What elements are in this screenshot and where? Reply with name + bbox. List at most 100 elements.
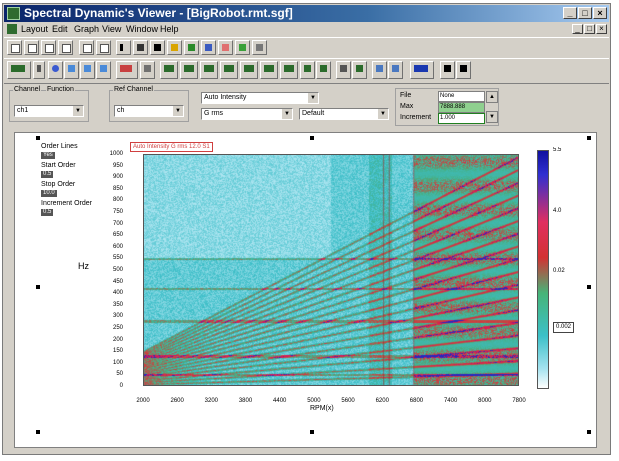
increment-order-button[interactable]: 0.5 bbox=[41, 209, 54, 216]
y-tick-label: 300 bbox=[112, 313, 123, 320]
spin-up-icon[interactable]: ▲ bbox=[486, 91, 498, 103]
open-icon[interactable] bbox=[24, 40, 39, 55]
sync-icon[interactable] bbox=[96, 61, 111, 79]
mdi-close-button[interactable]: × bbox=[596, 24, 607, 34]
overlay-icon[interactable] bbox=[200, 61, 218, 79]
waveform-icon[interactable] bbox=[116, 61, 138, 79]
stop-order-button[interactable]: 10.0 bbox=[41, 190, 57, 197]
new-icon[interactable] bbox=[7, 40, 22, 55]
maximize-button[interactable]: □ bbox=[578, 7, 592, 19]
close-button[interactable]: × bbox=[593, 7, 607, 19]
bar-chart-icon[interactable] bbox=[160, 61, 178, 79]
channel-select[interactable]: ch1 ▼ bbox=[14, 105, 84, 117]
resize-handle[interactable] bbox=[36, 430, 40, 434]
file-field[interactable]: None bbox=[438, 91, 485, 102]
image-icon[interactable] bbox=[235, 40, 250, 55]
pencil-icon[interactable] bbox=[167, 40, 182, 55]
contour-icon[interactable] bbox=[316, 61, 331, 79]
stack-icon[interactable] bbox=[240, 61, 258, 79]
app-icon bbox=[7, 7, 20, 20]
resize-handle[interactable] bbox=[310, 430, 314, 434]
resize-handle[interactable] bbox=[36, 136, 40, 140]
grid-icon[interactable] bbox=[252, 40, 267, 55]
layout-icon[interactable] bbox=[133, 40, 148, 55]
colorbar-tick: 4.0 bbox=[553, 208, 562, 214]
cursor-a-icon[interactable] bbox=[372, 61, 387, 79]
loop-icon[interactable] bbox=[80, 61, 95, 79]
print-preview-icon[interactable] bbox=[96, 40, 111, 55]
y-tick-label: 750 bbox=[112, 209, 123, 215]
cursor-icon[interactable] bbox=[116, 40, 131, 55]
document-icon[interactable] bbox=[7, 24, 17, 34]
resize-handle[interactable] bbox=[587, 430, 591, 434]
copy-icon[interactable] bbox=[58, 40, 73, 55]
cursor-b-icon[interactable] bbox=[388, 61, 403, 79]
file-label: File bbox=[400, 92, 412, 99]
fit-icon[interactable] bbox=[201, 40, 216, 55]
save-icon[interactable] bbox=[41, 40, 56, 55]
spectrum-icon[interactable] bbox=[140, 61, 155, 79]
print-icon[interactable] bbox=[79, 40, 94, 55]
colorbar[interactable] bbox=[537, 150, 549, 389]
title-bar[interactable]: Spectral Dynamic's Viewer - [BigRobot.rm… bbox=[4, 5, 609, 22]
max-field[interactable]: 7888.888 bbox=[438, 102, 485, 113]
peak-icon[interactable] bbox=[336, 61, 351, 79]
units-select[interactable]: G rms ▼ bbox=[201, 108, 293, 120]
menu-window[interactable]: Window bbox=[126, 24, 159, 34]
y-tick-label: 250 bbox=[112, 325, 123, 331]
y-tick-label: 450 bbox=[112, 278, 123, 285]
start-order-button[interactable]: 0.5 bbox=[41, 171, 54, 178]
mdi-minimize-button[interactable]: _ bbox=[572, 24, 583, 34]
menu-edit[interactable]: Edit bbox=[52, 24, 68, 34]
play-icon[interactable] bbox=[440, 61, 455, 79]
stop-icon[interactable] bbox=[456, 61, 471, 79]
menu-layout[interactable]: Layout bbox=[21, 24, 49, 34]
x-tick-label: 2000 bbox=[136, 398, 150, 404]
resize-handle[interactable] bbox=[587, 285, 591, 289]
window-title: Spectral Dynamic's Viewer - [BigRobot.rm… bbox=[24, 6, 293, 20]
increment-field[interactable]: 1.000 bbox=[438, 113, 485, 124]
x-tick-label: 4400 bbox=[273, 398, 287, 404]
display-mode-icon[interactable] bbox=[7, 61, 31, 79]
y-tick-label: 800 bbox=[112, 197, 123, 204]
resize-handle[interactable] bbox=[587, 136, 591, 140]
window-type-select[interactable]: Default ▼ bbox=[299, 108, 389, 120]
x-tick-label: 3200 bbox=[204, 398, 219, 404]
x-axis-label: RPM(x) bbox=[310, 405, 334, 412]
channel-select-icon[interactable] bbox=[33, 61, 45, 79]
x-tick-label: 3800 bbox=[238, 398, 253, 404]
resize-handle[interactable] bbox=[310, 136, 314, 140]
increment-label: Increment bbox=[400, 114, 432, 121]
waterfall-icon[interactable] bbox=[180, 61, 198, 79]
compare-icon[interactable] bbox=[280, 61, 298, 79]
marker-icon[interactable] bbox=[218, 40, 233, 55]
colorbar-tick: 0.02 bbox=[553, 268, 565, 274]
resize-handle[interactable] bbox=[36, 285, 40, 289]
record-icon[interactable] bbox=[48, 61, 63, 79]
sensor-icon[interactable] bbox=[64, 61, 79, 79]
chevron-down-icon: ▼ bbox=[172, 106, 183, 116]
spin-down-icon[interactable]: ▼ bbox=[486, 111, 498, 123]
ref-channel-select[interactable]: ch ▼ bbox=[114, 105, 184, 117]
flag-icon[interactable] bbox=[352, 61, 367, 79]
ref-channel-label: Ref Channel bbox=[113, 86, 154, 94]
y-tick-label: 550 bbox=[112, 255, 123, 262]
mdi-restore-button[interactable]: □ bbox=[584, 24, 595, 34]
order-track-icon[interactable] bbox=[260, 61, 278, 79]
menu-view[interactable]: View bbox=[102, 24, 122, 34]
chevron-down-icon: ▼ bbox=[281, 109, 292, 119]
minimize-button[interactable]: _ bbox=[563, 7, 577, 19]
colorbar-readout[interactable]: 0.002 bbox=[553, 322, 574, 333]
menu-graph[interactable]: Graph bbox=[74, 24, 100, 34]
step-arrows-icon[interactable] bbox=[410, 61, 434, 79]
cascade-icon[interactable] bbox=[220, 61, 238, 79]
pin-icon[interactable] bbox=[300, 61, 315, 79]
function-select[interactable]: Auto Intensity ▼ bbox=[201, 92, 319, 104]
heatmap-canvas[interactable] bbox=[143, 154, 519, 386]
zoom-icon[interactable] bbox=[184, 40, 199, 55]
order-lines-button[interactable]: Yes bbox=[41, 152, 55, 159]
x-tick-label: 6200 bbox=[375, 398, 389, 404]
square-icon[interactable] bbox=[150, 40, 165, 55]
function-tab-label[interactable]: Function bbox=[46, 86, 75, 94]
menu-help[interactable]: Help bbox=[160, 24, 179, 34]
